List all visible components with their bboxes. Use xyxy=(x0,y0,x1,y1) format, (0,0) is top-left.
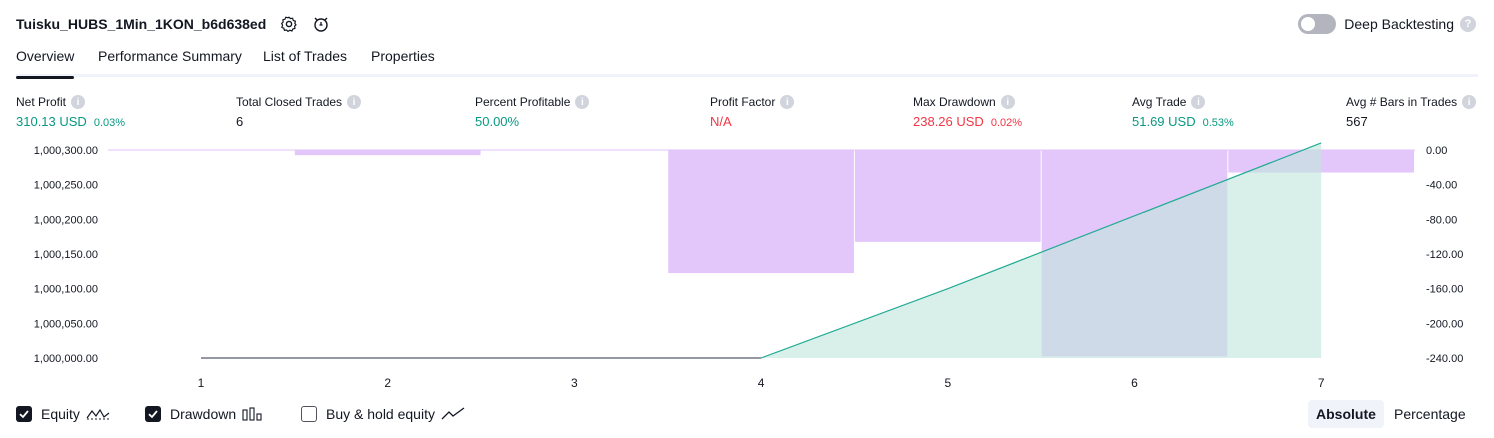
add-alert-icon[interactable] xyxy=(312,15,330,33)
info-icon[interactable]: i xyxy=(780,95,795,109)
legend-label: Drawdown xyxy=(170,406,237,422)
metric-avg-trade: Avg Trade i 51.69 USD 0.53% xyxy=(1132,94,1234,130)
metric-value: 50.00% xyxy=(475,114,520,129)
legend-drawdown[interactable]: Drawdown xyxy=(145,403,264,425)
metric-value: 6 xyxy=(236,114,244,129)
x-axis-tick: 1 xyxy=(198,376,205,390)
metric-value: 238.26 USD xyxy=(913,114,984,129)
absolute-button[interactable]: Absolute xyxy=(1308,400,1384,428)
x-axis-tick: 3 xyxy=(571,376,578,390)
left-axis-tick: 1,000,200.00 xyxy=(34,214,98,226)
tab-bar: Overview Performance Summary List of Tra… xyxy=(16,44,1478,79)
x-axis-tick: 6 xyxy=(1131,376,1138,390)
metric-max-drawdown: Max Drawdown i 238.26 USD 0.02% xyxy=(913,94,1022,130)
metric-label: Avg Trade xyxy=(1132,95,1187,109)
tab-overview[interactable]: Overview xyxy=(16,48,75,79)
tab-performance-summary[interactable]: Performance Summary xyxy=(98,48,242,64)
metric-percent: 0.53% xyxy=(1202,117,1234,129)
metric-percent: 0.03% xyxy=(93,117,126,129)
legend-equity[interactable]: Equity xyxy=(16,403,110,425)
x-axis-tick: 4 xyxy=(758,376,765,390)
percentage-button[interactable]: Percentage xyxy=(1394,406,1466,422)
metric-value: N/A xyxy=(710,114,732,129)
metric-net-profit: Net Profit i 310.13 USD 0.03% xyxy=(16,94,125,130)
metric-label: Profit Factor xyxy=(710,95,776,109)
right-axis-tick: -240.00 xyxy=(1426,353,1463,365)
info-icon[interactable]: i xyxy=(1462,95,1477,109)
legend-label: Equity xyxy=(41,406,80,422)
metric-profit-factor: Profit Factor i N/A xyxy=(710,94,795,130)
settings-icon[interactable] xyxy=(280,15,298,33)
metric-percent: 0.02% xyxy=(990,117,1023,129)
metric-label: Max Drawdown xyxy=(913,95,996,109)
strategy-header: Tuisku_HUBS_1Min_1KON_b6d638ed xyxy=(16,12,330,36)
info-icon[interactable]: i xyxy=(575,95,590,109)
right-axis-tick: -200.00 xyxy=(1426,318,1463,330)
info-icon[interactable]: i xyxy=(347,95,362,109)
left-axis-tick: 1,000,050.00 xyxy=(34,318,98,330)
metric-total-closed-trades: Total Closed Trades i 6 xyxy=(236,94,362,130)
left-axis-tick: 1,000,250.00 xyxy=(34,180,98,192)
x-axis-tick: 5 xyxy=(944,376,951,390)
right-axis-tick: -40.00 xyxy=(1426,180,1457,192)
drawdown-bars-icon xyxy=(242,407,264,421)
equity-line-icon xyxy=(86,407,110,421)
right-axis-tick: 0.00 xyxy=(1426,145,1447,157)
deep-backtesting-toggle[interactable] xyxy=(1298,14,1337,34)
left-axis-tick: 1,000,150.00 xyxy=(34,249,98,261)
help-icon[interactable]: ? xyxy=(1460,16,1476,32)
metric-label: Net Profit xyxy=(16,95,67,109)
metric-label: Avg # Bars in Trades xyxy=(1346,95,1458,109)
metric-avg-bars-in-trades: Avg # Bars in Trades i 567 xyxy=(1346,94,1477,130)
deep-backtesting-label: Deep Backtesting xyxy=(1344,16,1454,32)
metric-label: Total Closed Trades xyxy=(236,95,343,109)
drawdown-bar xyxy=(668,150,854,274)
metric-value: 310.13 USD xyxy=(16,114,87,129)
legend-buy-hold[interactable]: Buy & hold equity xyxy=(301,403,465,425)
checkbox-checked-icon[interactable] xyxy=(145,406,161,422)
equity-line xyxy=(760,142,1322,359)
metric-label: Percent Profitable xyxy=(475,95,571,109)
left-axis-tick: 1,000,100.00 xyxy=(34,284,98,296)
metric-value: 567 xyxy=(1346,114,1368,129)
tab-list-of-trades[interactable]: List of Trades xyxy=(263,48,348,64)
checkbox-checked-icon[interactable] xyxy=(16,406,32,422)
x-axis-tick: 7 xyxy=(1318,376,1325,390)
left-axis-tick: 1,000,300.00 xyxy=(34,145,98,157)
strategy-name: Tuisku_HUBS_1Min_1KON_b6d638ed xyxy=(16,16,267,32)
drawdown-bar xyxy=(854,150,1041,242)
equity-area xyxy=(201,142,1322,358)
checkbox-unchecked-icon[interactable] xyxy=(301,406,317,422)
metric-percent-profitable: Percent Profitable i 50.00% xyxy=(475,94,590,130)
info-icon[interactable]: i xyxy=(71,95,86,109)
info-icon[interactable]: i xyxy=(1191,95,1206,109)
x-axis-tick: 2 xyxy=(384,376,391,390)
legend-label: Buy & hold equity xyxy=(326,406,435,422)
metric-value: 51.69 USD xyxy=(1132,114,1196,129)
right-axis-tick: -120.00 xyxy=(1426,249,1463,261)
left-axis-tick: 1,000,000.00 xyxy=(34,353,98,365)
equity-drawdown-chart: 1,000,300.00 1,000,250.00 1,000,200.00 1,00… xyxy=(34,142,1463,390)
right-axis-tick: -80.00 xyxy=(1426,214,1457,226)
toggle-knob xyxy=(1301,17,1316,31)
info-icon[interactable]: i xyxy=(1000,95,1015,109)
tab-properties[interactable]: Properties xyxy=(371,48,435,64)
deep-backtesting-control: Deep Backtesting ? xyxy=(1298,12,1476,36)
right-axis-tick: -160.00 xyxy=(1426,284,1463,296)
buy-hold-line-icon xyxy=(441,407,465,421)
drawdown-bar xyxy=(294,150,481,156)
